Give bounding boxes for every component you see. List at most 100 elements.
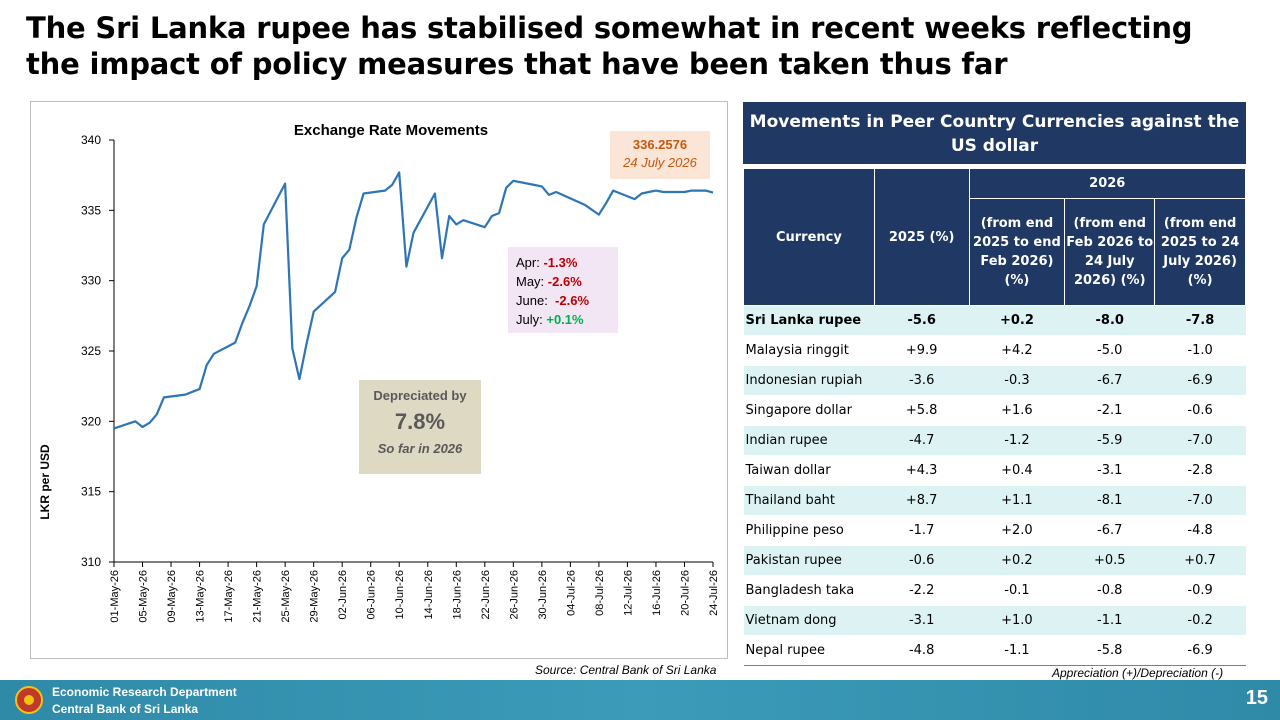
monthly-row-apr: Apr: -1.3% bbox=[516, 253, 618, 272]
header-2026-col2: (from end Feb 2026 to 24 July 2026) (%) bbox=[1064, 198, 1156, 306]
y-tick-label: 325 bbox=[81, 344, 101, 358]
value-ytd-cell: -2.8 bbox=[1154, 455, 1246, 486]
header-2026-col3: (from end 2025 to 24 July 2026) (%) bbox=[1154, 198, 1246, 306]
monthly-label: Apr: bbox=[516, 255, 540, 270]
currency-cell: Indonesian rupiah bbox=[743, 365, 875, 396]
value-jul-cell: -6.7 bbox=[1064, 365, 1155, 396]
depreciation-callout: Depreciated by 7.8% So far in 2026 bbox=[359, 380, 481, 474]
value-feb-cell: +4.2 bbox=[969, 335, 1065, 366]
x-tick-label: 04-Jul-26 bbox=[565, 570, 577, 616]
value-ytd-cell: -1.0 bbox=[1154, 335, 1246, 366]
x-tick-label: 18-Jun-26 bbox=[451, 570, 463, 620]
y-tick-label: 315 bbox=[81, 485, 101, 499]
value-feb-cell: +1.6 bbox=[969, 395, 1065, 426]
exchange-rate-series-line bbox=[113, 171, 714, 430]
monthly-row-may: May: -2.6% bbox=[516, 272, 618, 291]
table-row: Malaysia ringgit +9.9 +4.2 -5.0 -1.0 bbox=[743, 335, 1246, 366]
x-tick-label: 21-May-26 bbox=[252, 570, 264, 623]
x-tick-label: 17-May-26 bbox=[223, 570, 235, 623]
value-jul-cell: -8.1 bbox=[1064, 485, 1155, 516]
header-2026: 2026 bbox=[968, 168, 1247, 199]
table-row: Indonesian rupiah -3.6 -0.3 -6.7 -6.9 bbox=[743, 365, 1246, 396]
latest-rate-value: 336.2576 bbox=[632, 137, 688, 152]
currency-cell: Bangladesh taka bbox=[743, 575, 875, 606]
currency-cell: Singapore dollar bbox=[743, 395, 875, 426]
value-ytd-cell: -7.8 bbox=[1154, 305, 1246, 336]
table-row: Singapore dollar +5.8 +1.6 -2.1 -0.6 bbox=[743, 395, 1246, 426]
currency-cell: Nepal rupee bbox=[743, 635, 875, 666]
monthly-value: -2.6% bbox=[555, 293, 590, 308]
value-jul-cell: -5.9 bbox=[1064, 425, 1155, 456]
headline-line-1: The Sri Lanka rupee has stabilised somew… bbox=[26, 11, 1193, 45]
value-jul-cell: -6.7 bbox=[1064, 515, 1155, 546]
monthly-label: May: bbox=[516, 274, 545, 289]
y-axis-label: LKR per USD bbox=[38, 444, 52, 520]
latest-rate-callout: 336.2576 24 July 2026 bbox=[610, 131, 710, 179]
value-feb-cell: +1.0 bbox=[969, 605, 1065, 636]
value-jul-cell: -5.0 bbox=[1064, 335, 1155, 366]
header-2025: 2025 (%) bbox=[873, 168, 970, 306]
currency-cell: Pakistan rupee bbox=[743, 545, 875, 576]
slide-headline: The Sri Lanka rupee has stabilised somew… bbox=[26, 10, 1256, 82]
monthly-value: +0.1% bbox=[546, 312, 584, 327]
currency-cell: Vietnam dong bbox=[743, 605, 875, 636]
y-tick-label: 340 bbox=[81, 133, 101, 147]
x-tick-label: 13-May-26 bbox=[195, 570, 207, 623]
table-body: Sri Lanka rupee -5.6 +0.2 -8.0 -7.8 Malaysia … bbox=[743, 305, 1246, 666]
chart-source: Source: Central Bank of Sri Lanka bbox=[535, 663, 717, 677]
depreciation-note: So far in 2026 bbox=[377, 441, 463, 456]
value-feb-cell: +0.4 bbox=[969, 455, 1065, 486]
value-2025-cell: -2.2 bbox=[874, 575, 970, 606]
table-row: Thailand baht +8.7 +1.1 -8.1 -7.0 bbox=[743, 485, 1246, 516]
x-tick-label: 25-May-26 bbox=[280, 570, 292, 623]
peer-currency-table: Currency 2025 (%) 2026 (from end 2025 to… bbox=[743, 168, 1247, 666]
value-jul-cell: -2.1 bbox=[1064, 395, 1155, 426]
value-jul-cell: -3.1 bbox=[1064, 455, 1155, 486]
table-row: Philippine peso -1.7 +2.0 -6.7 -4.8 bbox=[743, 515, 1246, 546]
exchange-rate-chart: Exchange Rate Movements 310 315 320 325 330 33… bbox=[38, 122, 720, 623]
x-tick-label: 02-Jun-26 bbox=[337, 570, 349, 620]
depreciation-title: Depreciated by bbox=[373, 388, 467, 403]
x-tick-label: 12-Jul-26 bbox=[622, 570, 634, 616]
header-2026-col1: (from end 2025 to end Feb 2026) (%) bbox=[968, 198, 1066, 306]
header-currency: Currency bbox=[743, 168, 875, 306]
x-tick-label: 20-Jul-26 bbox=[679, 570, 691, 616]
table-row: Pakistan rupee -0.6 +0.2 +0.5 +0.7 bbox=[743, 545, 1246, 576]
value-feb-cell: -1.2 bbox=[969, 425, 1065, 456]
value-feb-cell: +1.1 bbox=[969, 485, 1065, 516]
value-2025-cell: +9.9 bbox=[874, 335, 970, 366]
value-ytd-cell: -7.0 bbox=[1154, 425, 1246, 456]
value-ytd-cell: -7.0 bbox=[1154, 485, 1246, 516]
value-feb-cell: +0.2 bbox=[969, 305, 1065, 336]
table-title: Movements in Peer Country Currencies aga… bbox=[743, 102, 1246, 164]
value-2025-cell: -3.6 bbox=[874, 365, 970, 396]
footer-bar: Economic Research Department Central Ban… bbox=[0, 680, 1280, 720]
x-tick-label: 29-May-26 bbox=[309, 570, 321, 623]
x-tick-label: 24-Jul-26 bbox=[708, 570, 720, 616]
value-ytd-cell: -4.8 bbox=[1154, 515, 1246, 546]
value-jul-cell: -5.8 bbox=[1064, 635, 1155, 666]
currency-cell: Philippine peso bbox=[743, 515, 875, 546]
value-2025-cell: -3.1 bbox=[874, 605, 970, 636]
table-row: Indian rupee -4.7 -1.2 -5.9 -7.0 bbox=[743, 425, 1246, 456]
x-tick-label: 08-Jul-26 bbox=[594, 570, 606, 616]
value-ytd-cell: -0.2 bbox=[1154, 605, 1246, 636]
value-jul-cell: -8.0 bbox=[1064, 305, 1155, 336]
footer-organisation: Central Bank of Sri Lanka bbox=[52, 702, 199, 716]
value-2025-cell: +8.7 bbox=[874, 485, 970, 516]
x-tick-label: 05-May-26 bbox=[138, 570, 150, 623]
x-tick-label: 16-Jul-26 bbox=[651, 570, 663, 616]
page-number: 15 bbox=[1245, 687, 1268, 709]
monthly-value: -1.3% bbox=[543, 255, 578, 270]
value-2025-cell: -5.6 bbox=[874, 305, 970, 336]
currency-cell: Sri Lanka rupee bbox=[743, 305, 875, 336]
table-row: Vietnam dong -3.1 +1.0 -1.1 -0.2 bbox=[743, 605, 1246, 636]
table-row: Taiwan dollar +4.3 +0.4 -3.1 -2.8 bbox=[743, 455, 1246, 486]
value-2025-cell: -1.7 bbox=[874, 515, 970, 546]
value-jul-cell: -1.1 bbox=[1064, 605, 1155, 636]
value-feb-cell: -1.1 bbox=[969, 635, 1065, 666]
monthly-label: July: bbox=[516, 312, 543, 327]
x-tick-label: 14-Jun-26 bbox=[423, 570, 435, 620]
value-jul-cell: +0.5 bbox=[1064, 545, 1155, 576]
x-tick-label: 09-May-26 bbox=[166, 570, 178, 623]
